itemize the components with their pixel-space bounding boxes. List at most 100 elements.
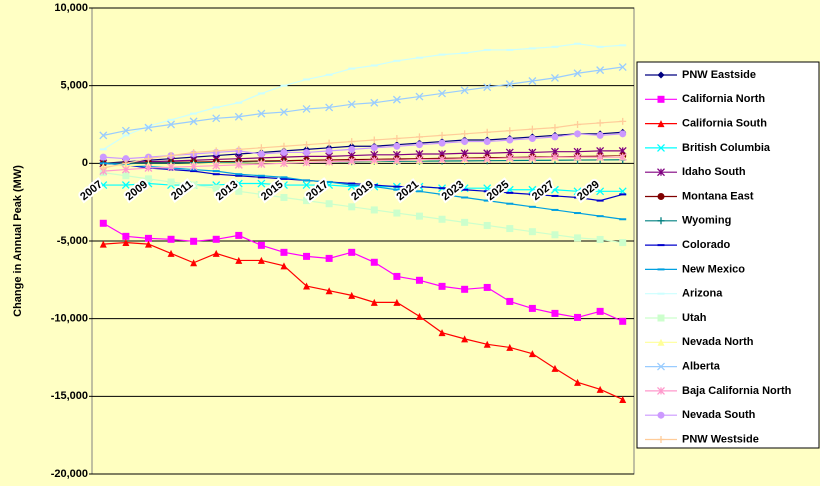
marker (618, 63, 627, 71)
marker (461, 130, 469, 138)
marker (348, 248, 356, 256)
marker (257, 179, 266, 188)
marker (438, 329, 446, 337)
marker (392, 156, 401, 165)
marker (144, 175, 152, 183)
marker (347, 157, 356, 165)
marker (99, 181, 108, 190)
marker (438, 215, 446, 223)
marker (280, 248, 288, 256)
marker (370, 298, 378, 306)
marker (348, 145, 356, 153)
marker (438, 155, 447, 164)
marker (121, 181, 130, 190)
marker (618, 153, 627, 162)
marker (235, 256, 243, 264)
marker (121, 126, 130, 135)
marker (121, 165, 130, 174)
marker (528, 134, 536, 142)
marker (657, 314, 665, 322)
marker (619, 395, 627, 403)
marker (279, 159, 288, 168)
marker (122, 172, 130, 180)
marker (550, 185, 559, 194)
marker (528, 350, 536, 358)
marker (234, 179, 243, 188)
marker (235, 187, 243, 195)
series-line (102, 43, 623, 150)
marker (551, 231, 559, 239)
series-line (103, 150, 623, 164)
marker (657, 120, 665, 128)
marker (257, 190, 265, 198)
marker (505, 153, 514, 162)
series-line (103, 172, 623, 244)
marker (348, 291, 356, 299)
marker (99, 131, 108, 140)
marker (415, 212, 423, 220)
y-tick-label: -15,000 (51, 390, 88, 402)
marker (370, 136, 378, 144)
marker (189, 162, 198, 171)
marker (212, 161, 221, 170)
marker (280, 194, 288, 202)
marker (189, 117, 198, 126)
marker (573, 153, 582, 162)
marker (190, 237, 198, 245)
marker (657, 95, 665, 103)
marker (325, 254, 333, 262)
marker (144, 123, 153, 132)
marker (574, 313, 582, 321)
marker (574, 130, 582, 138)
legend-label: PNW Eastside (682, 69, 756, 81)
marker (257, 241, 265, 249)
marker (234, 112, 243, 121)
marker (325, 287, 333, 295)
marker (212, 249, 220, 257)
marker (483, 283, 491, 291)
marker (506, 343, 514, 351)
marker (596, 131, 604, 139)
marker (619, 239, 627, 247)
marker (190, 181, 198, 189)
y-tick-label: 0 (82, 157, 88, 169)
marker (167, 152, 175, 160)
y-axis-title: Change in Annual Peak (MW) (12, 165, 24, 317)
legend-label: Montana East (682, 190, 754, 202)
marker (393, 272, 401, 280)
marker (596, 119, 604, 127)
marker (234, 160, 243, 169)
marker (438, 282, 446, 290)
marker (551, 309, 559, 317)
marker (506, 297, 514, 305)
marker (347, 100, 356, 109)
marker (279, 181, 288, 190)
legend-label: Nevada South (682, 409, 756, 421)
marker (235, 231, 243, 239)
marker (506, 127, 514, 135)
marker (212, 147, 220, 155)
marker (483, 340, 491, 348)
marker (551, 133, 559, 141)
marker (574, 378, 582, 386)
marker (505, 80, 514, 89)
marker (657, 338, 665, 346)
marker (550, 153, 559, 162)
y-tick-label: 5,000 (60, 80, 88, 92)
y-tick-label: 10,000 (54, 2, 88, 14)
marker (348, 203, 356, 211)
marker (303, 197, 311, 205)
marker (573, 69, 582, 78)
marker (528, 77, 537, 85)
series-line (103, 162, 623, 202)
marker (212, 114, 221, 123)
marker (596, 153, 605, 162)
marker (167, 163, 176, 172)
marker (212, 184, 220, 192)
legend-label: Wyoming (682, 215, 731, 227)
marker (438, 131, 446, 139)
marker (596, 235, 604, 243)
marker (303, 141, 311, 149)
marker (235, 145, 243, 153)
